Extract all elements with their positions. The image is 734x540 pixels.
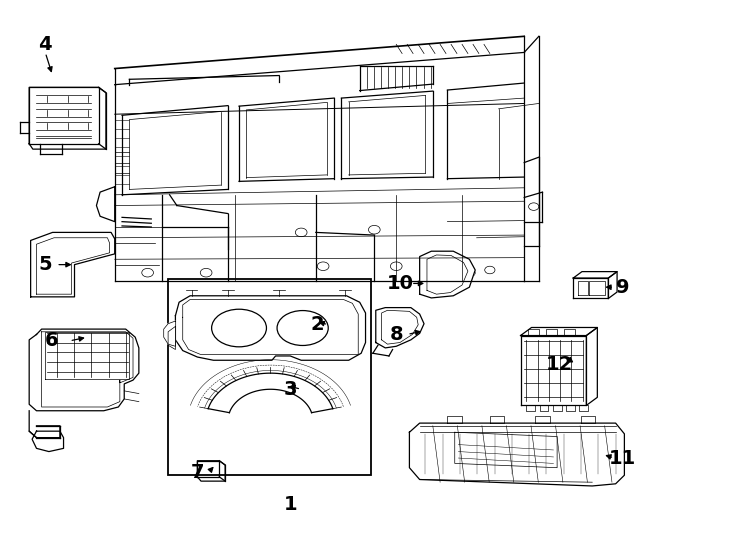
- Text: 5: 5: [38, 255, 52, 274]
- Polygon shape: [564, 329, 575, 335]
- Polygon shape: [526, 406, 535, 411]
- Text: 8: 8: [390, 325, 403, 344]
- Polygon shape: [164, 321, 175, 346]
- Polygon shape: [175, 296, 366, 360]
- Polygon shape: [546, 329, 557, 335]
- Polygon shape: [32, 431, 64, 451]
- Text: 6: 6: [44, 332, 58, 350]
- Polygon shape: [208, 373, 333, 413]
- Text: 9: 9: [616, 278, 630, 296]
- Polygon shape: [539, 406, 548, 411]
- Text: 10: 10: [386, 274, 413, 293]
- Polygon shape: [528, 329, 539, 335]
- Text: 4: 4: [38, 35, 52, 54]
- Polygon shape: [579, 406, 588, 411]
- Text: 2: 2: [310, 315, 324, 334]
- Polygon shape: [553, 406, 562, 411]
- Text: 3: 3: [283, 380, 297, 399]
- Polygon shape: [29, 411, 60, 437]
- Polygon shape: [376, 308, 424, 348]
- Polygon shape: [420, 251, 475, 298]
- Polygon shape: [31, 232, 115, 297]
- Polygon shape: [29, 329, 139, 411]
- Polygon shape: [566, 406, 575, 411]
- Polygon shape: [29, 87, 106, 149]
- Text: 7: 7: [191, 463, 204, 482]
- Text: 1: 1: [283, 495, 297, 514]
- Bar: [201, 462, 217, 474]
- Bar: [168, 279, 371, 475]
- Text: 11: 11: [609, 449, 636, 468]
- Text: 12: 12: [545, 355, 573, 374]
- Polygon shape: [410, 423, 625, 486]
